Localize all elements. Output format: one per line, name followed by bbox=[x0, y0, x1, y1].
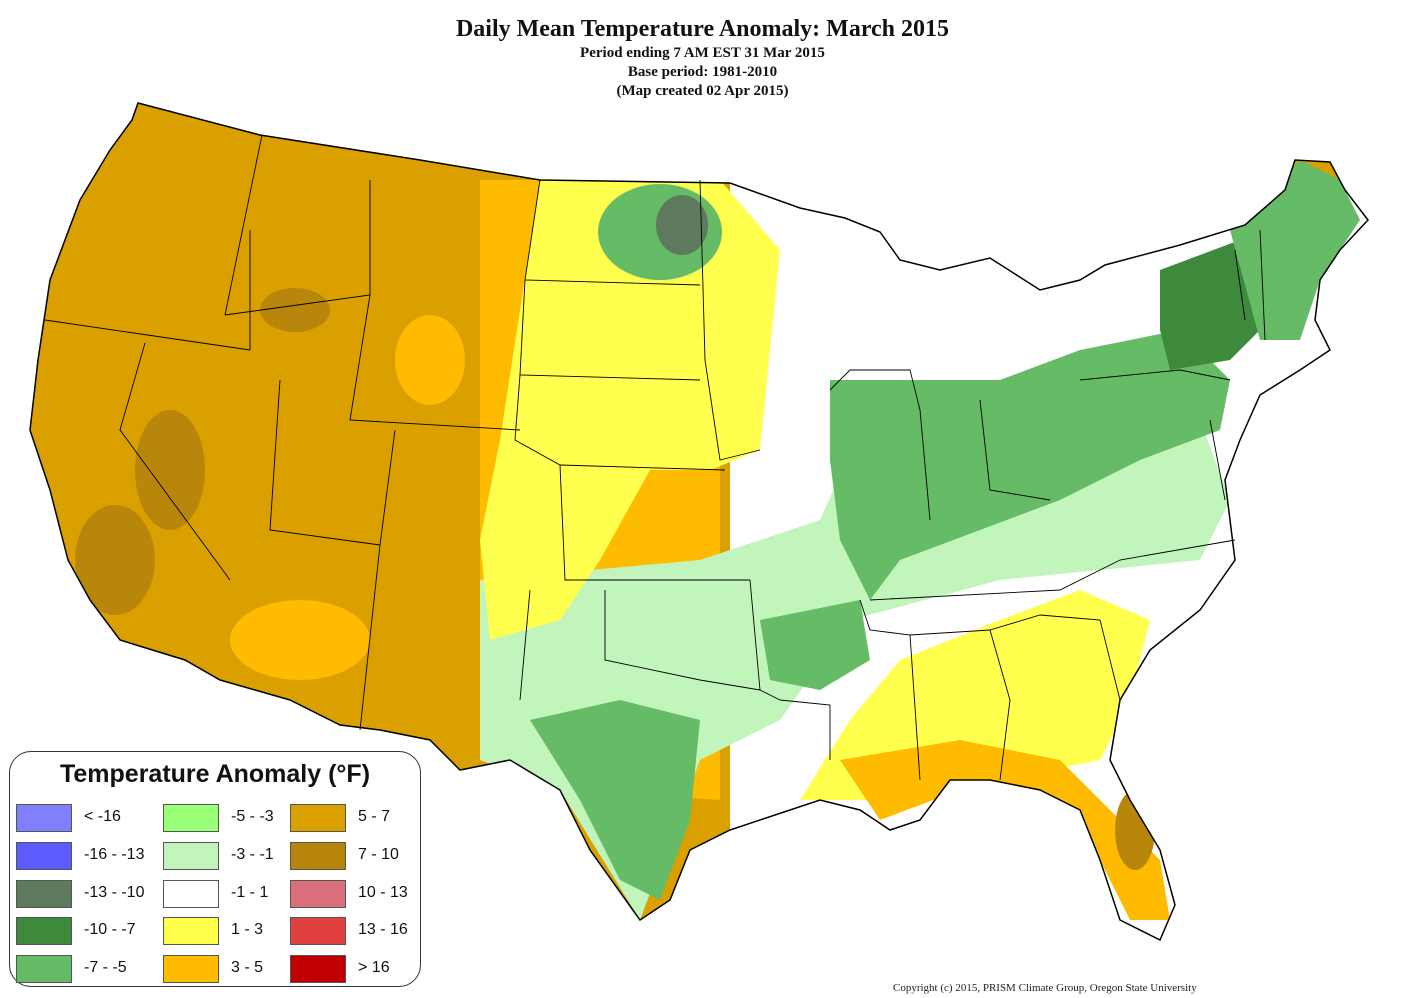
zone-nd-dark bbox=[656, 195, 708, 255]
state-borders bbox=[44, 134, 1266, 781]
zone-yellow-south bbox=[800, 590, 1150, 800]
legend-label: 1 - 3 bbox=[231, 921, 264, 938]
legend-label: -13 - -10 bbox=[84, 884, 145, 901]
map-subtitle-base: Base period: 1981-2010 bbox=[627, 64, 778, 80]
legend-swatch bbox=[163, 804, 219, 832]
zone-se-3-5 bbox=[840, 740, 1170, 920]
legend-swatch bbox=[16, 955, 72, 983]
zone-nv-7-10 bbox=[135, 410, 205, 530]
zone-yellow-central bbox=[480, 180, 780, 640]
zone-midwest-green bbox=[830, 330, 1230, 600]
zone-texas-green bbox=[530, 700, 700, 900]
map-title: Daily Mean Temperature Anomaly: March 20… bbox=[455, 16, 950, 42]
map-subtitle-created: (Map created 02 Apr 2015) bbox=[616, 83, 789, 99]
map-header: Daily Mean Temperature Anomaly: March 20… bbox=[0, 14, 1405, 101]
zone-az-3-5 bbox=[230, 600, 370, 680]
legend-swatch bbox=[290, 842, 346, 870]
copyright: Copyright (c) 2015, PRISM Climate Group,… bbox=[893, 982, 1197, 994]
legend-label: -1 - 1 bbox=[231, 884, 269, 901]
legend-label: 10 - 13 bbox=[358, 884, 408, 901]
legend-swatch bbox=[16, 842, 72, 870]
zone-arkansas-green bbox=[760, 600, 870, 690]
legend-label: 7 - 10 bbox=[358, 846, 399, 863]
legend-title: Temperature Anomaly (°F) bbox=[59, 760, 371, 788]
legend-label: < -16 bbox=[84, 808, 121, 825]
legend-swatch bbox=[163, 880, 219, 908]
legend: Temperature Anomaly (°F) < -16 -16 - -13 -… bbox=[9, 751, 421, 987]
legend-label: -3 - -1 bbox=[231, 846, 274, 863]
legend-label: 13 - 16 bbox=[358, 921, 408, 938]
legend-swatch bbox=[163, 842, 219, 870]
legend-swatch bbox=[16, 880, 72, 908]
map-subtitle-period: Period ending 7 AM EST 31 Mar 2015 bbox=[580, 45, 825, 61]
legend-label: 5 - 7 bbox=[358, 808, 391, 825]
legend-swatch bbox=[290, 955, 346, 983]
zone-id-7-10 bbox=[260, 288, 330, 332]
legend-label: -10 - -7 bbox=[84, 921, 136, 938]
legend-label: -5 - -3 bbox=[231, 808, 274, 825]
zone-ut-3-5 bbox=[395, 315, 465, 405]
legend-swatch bbox=[290, 917, 346, 945]
legend-label: -16 - -13 bbox=[84, 846, 145, 863]
legend-swatch bbox=[163, 955, 219, 983]
zone-ca-7-10 bbox=[75, 505, 155, 615]
legend-label: > 16 bbox=[358, 959, 390, 976]
legend-label: 3 - 5 bbox=[231, 959, 264, 976]
legend-label: -7 - -5 bbox=[84, 959, 127, 976]
legend-swatch bbox=[290, 804, 346, 832]
legend-swatch bbox=[16, 804, 72, 832]
us-outline bbox=[29, 102, 1369, 942]
zone-fl-7-10 bbox=[1115, 790, 1155, 870]
legend-swatch bbox=[163, 917, 219, 945]
legend-swatch bbox=[290, 880, 346, 908]
legend-swatch bbox=[16, 917, 72, 945]
